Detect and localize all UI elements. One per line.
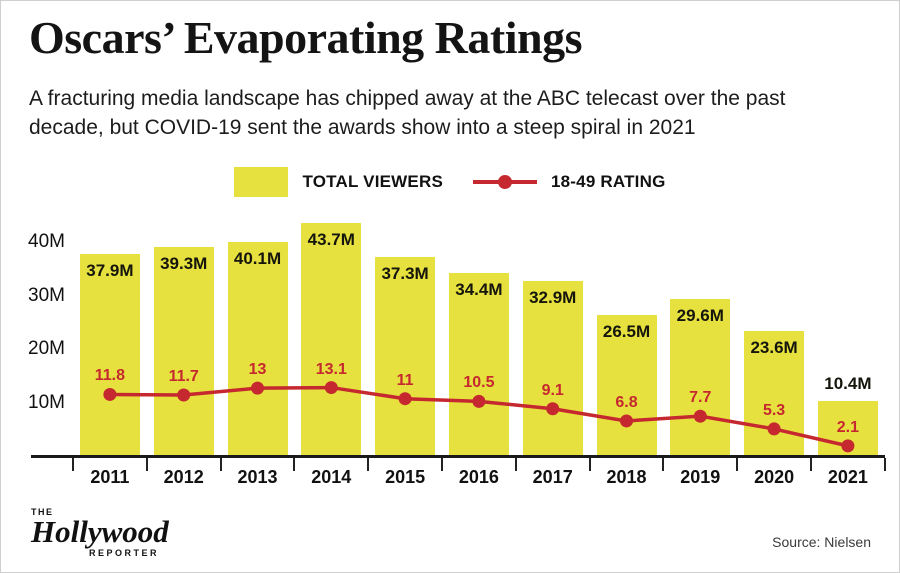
hollywood-reporter-logo: THE Hollywood REPORTER [31,507,171,558]
bar-value-label: 37.3M [381,264,429,284]
x-axis-tick [810,458,812,471]
x-axis-tick [662,458,665,471]
viewers-bar [153,246,214,457]
bar-value-label: 29.6M [676,305,724,325]
viewers-bar [79,254,140,457]
rating-value-label: 2.1 [836,418,860,436]
viewers-bar [301,223,362,457]
x-axis-line [31,455,885,458]
rating-dot [103,387,117,401]
legend-item-rating: 18-49 RATING [473,172,666,192]
rating-value-label: 11.7 [168,367,199,385]
x-axis-tick [883,458,886,471]
x-axis-tick [145,458,148,471]
rating-value-label: 11 [396,371,414,389]
x-axis-year-label: 2020 [754,467,795,487]
y-axis-tick-label: 10M [28,391,65,413]
logo-the-text: THE [31,506,54,517]
x-axis-tick [72,458,74,471]
x-axis-tick [367,458,370,471]
rating-value-label: 9.1 [541,381,564,399]
rating-value-label: 11.8 [94,367,126,385]
rating-value-label: 13 [248,361,267,379]
x-axis-tick [293,458,296,471]
viewers-bar [522,280,583,457]
rating-dot [472,394,486,408]
x-axis-year-label: 2012 [163,467,204,487]
bar-value-label: 34.4M [455,279,503,299]
rating-dot [398,392,412,406]
x-axis-year-label: 2017 [532,467,573,487]
rating-dot [841,439,855,453]
chart-legend: TOTAL VIEWERS 18-49 RATING [1,167,899,197]
x-axis-tick [588,458,591,471]
bar-value-label: 43.7M [307,230,355,250]
x-axis-tick [441,458,443,471]
logo-reporter-text: REPORTER [88,548,159,558]
rating-dot-icon [498,175,512,189]
rating-line-icon [473,175,537,189]
bar-value-label: 37.9M [86,261,134,281]
viewers-bar [596,315,657,457]
x-axis-year-label: 2014 [311,467,352,487]
viewers-bar [744,330,805,457]
bar-value-label: 23.6M [750,337,798,357]
x-axis-tick [219,458,222,471]
x-axis-year-label: 2018 [606,467,647,487]
viewers-bar [227,242,288,457]
y-axis-tick-label: 40M [28,231,65,252]
rating-value-label: 13.1 [315,360,347,378]
rating-dot [620,414,633,428]
rating-value-label: 7.7 [689,389,712,407]
bar-value-label: 40.1M [233,249,282,269]
bar-value-label: 32.9M [529,287,577,307]
bar-value-label: 26.5M [602,322,651,342]
rating-dot [251,381,264,395]
legend-rating-label: 18-49 RATING [551,172,666,191]
rating-dot [546,402,560,416]
page-title: Oscars’ Evaporating Ratings [29,12,583,63]
rating-dot [767,422,781,436]
y-axis-tick-label: 30M [28,284,65,306]
page-subtitle: A fracturing media landscape has chipped… [29,87,786,139]
viewers-bar [448,272,509,457]
viewers-bar [670,298,731,457]
logo-hollywood-text: Hollywood [31,513,169,549]
rating-value-label: 6.8 [615,393,638,411]
rating-dot [693,409,707,423]
rating-dot [324,381,338,395]
y-axis-tick-label: 20M [28,338,65,359]
rating-value-label: 5.3 [762,401,786,419]
x-axis-tick [736,458,739,471]
source-credit: Source: Nielsen [772,534,871,550]
x-axis-tick [514,458,517,471]
viewers-swatch-icon [234,167,289,197]
bar-value-label: 10.4M [824,374,872,394]
x-axis-year-label: 2013 [237,467,278,487]
x-axis-year-label: 2021 [827,467,868,487]
x-axis-year-label: 2011 [90,467,130,487]
x-axis-year-label: 2016 [458,467,499,487]
viewers-bar [375,257,436,457]
legend-item-total-viewers: TOTAL VIEWERS [234,167,443,197]
x-axis-year-label: 2019 [680,467,721,487]
rating-value-label: 10.5 [463,374,495,392]
x-axis-year-label: 2015 [385,467,426,487]
bar-value-label: 39.3M [160,253,208,273]
legend-viewers-label: TOTAL VIEWERS [302,172,443,191]
rating-dot [177,388,191,402]
